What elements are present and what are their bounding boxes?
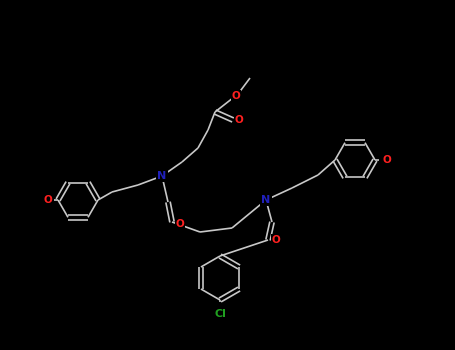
Text: O: O xyxy=(235,115,243,125)
Text: Cl: Cl xyxy=(214,309,226,319)
Text: O: O xyxy=(383,155,391,165)
Text: N: N xyxy=(157,171,167,181)
Text: O: O xyxy=(44,195,52,205)
Text: O: O xyxy=(176,219,184,229)
Text: O: O xyxy=(232,91,240,101)
Text: O: O xyxy=(272,235,280,245)
Text: N: N xyxy=(261,195,271,205)
